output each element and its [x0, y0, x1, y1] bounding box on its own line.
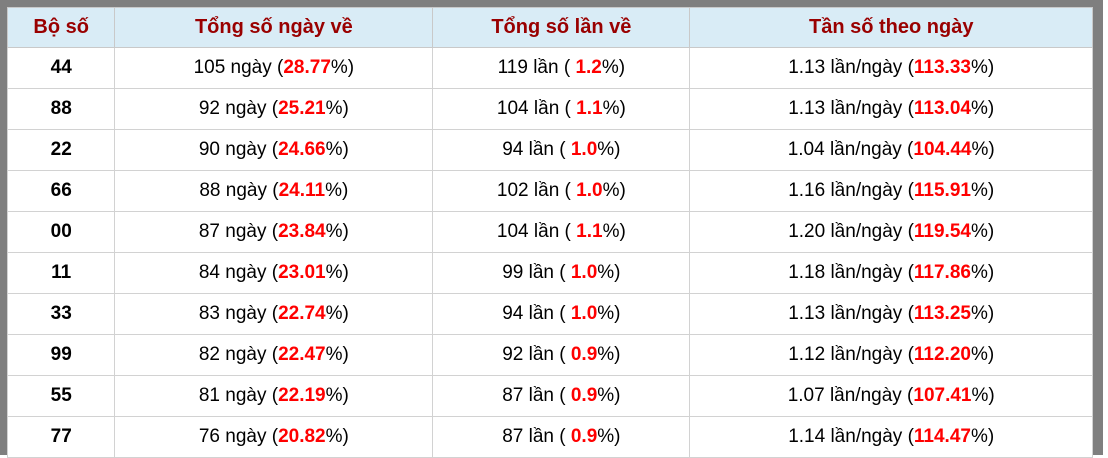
- days-percent-highlight: 28.77: [283, 57, 331, 78]
- days-percent-highlight: 23.01: [278, 262, 326, 283]
- freq-cell: 1.13 lần/ngày (113.04%): [689, 88, 1093, 130]
- column-header-days: Tổng số ngày về: [114, 7, 434, 48]
- freq-percent-highlight: 104.44: [913, 139, 972, 160]
- freq-percent-highlight: 107.41: [913, 385, 972, 406]
- times-percent-highlight: 1.0: [576, 180, 603, 201]
- table-row: 66 88 ngày (24.11%) 102 lần ( 1.0%) 1.16…: [6, 170, 1093, 212]
- table-row: 77 76 ngày (20.82%) 87 lần ( 0.9%) 1.14 …: [6, 416, 1093, 458]
- table-row: 88 92 ngày (25.21%) 104 lần ( 1.1%) 1.13…: [6, 88, 1093, 130]
- pair-cell: 66: [6, 170, 116, 212]
- table-row: 22 90 ngày (24.66%) 94 lần ( 1.0%) 1.04 …: [6, 129, 1093, 171]
- days-percent-highlight: 20.82: [278, 426, 326, 447]
- times-cell: 119 lần ( 1.2%): [432, 47, 691, 89]
- pair-cell: 44: [6, 47, 116, 89]
- days-cell: 105 ngày (28.77%): [114, 47, 434, 89]
- days-cell: 87 ngày (23.84%): [114, 211, 434, 253]
- days-cell: 82 ngày (22.47%): [114, 334, 434, 376]
- days-percent-highlight: 22.74: [278, 303, 326, 324]
- times-percent-highlight: 1.0: [570, 262, 598, 283]
- pair-cell: 00: [6, 211, 116, 253]
- pair-cell: 55: [6, 375, 116, 417]
- pair-cell: 77: [6, 416, 116, 458]
- days-cell: 81 ngày (22.19%): [114, 375, 434, 417]
- pair-cell: 11: [6, 252, 116, 294]
- table-row: 55 81 ngày (22.19%) 87 lần ( 0.9%) 1.07 …: [6, 375, 1093, 417]
- times-cell: 104 lần ( 1.1%): [432, 211, 691, 253]
- times-cell: 94 lần ( 1.0%): [432, 293, 691, 335]
- freq-cell: 1.16 lần/ngày (115.91%): [689, 170, 1093, 212]
- times-cell: 92 lần ( 0.9%): [432, 334, 691, 376]
- table-row: 44 105 ngày (28.77%) 119 lần ( 1.2%) 1.1…: [6, 47, 1093, 89]
- times-percent-highlight: 1.1: [576, 221, 603, 242]
- times-percent-highlight: 0.9: [570, 344, 598, 365]
- lottery-stats-table: Bộ số Tổng số ngày về Tổng số lần về Tần…: [6, 7, 1093, 458]
- days-percent-highlight: 22.19: [278, 385, 326, 406]
- freq-cell: 1.20 lần/ngày (119.54%): [689, 211, 1093, 253]
- freq-cell: 1.14 lần/ngày (114.47%): [689, 416, 1093, 458]
- times-percent-highlight: 1.1: [576, 98, 603, 119]
- days-cell: 90 ngày (24.66%): [114, 129, 434, 171]
- times-cell: 94 lần ( 1.0%): [432, 129, 691, 171]
- days-cell: 92 ngày (25.21%): [114, 88, 434, 130]
- times-percent-highlight: 0.9: [570, 385, 598, 406]
- freq-percent-highlight: 113.04: [913, 98, 971, 119]
- table-header: Bộ số Tổng số ngày về Tổng số lần về Tần…: [6, 7, 1093, 48]
- pair-cell: 33: [6, 293, 116, 335]
- column-header-pair: Bộ số: [6, 7, 116, 48]
- freq-percent-highlight: 114.47: [913, 426, 971, 447]
- days-cell: 76 ngày (20.82%): [114, 416, 434, 458]
- freq-cell: 1.07 lần/ngày (107.41%): [689, 375, 1093, 417]
- table-body: 44 105 ngày (28.77%) 119 lần ( 1.2%) 1.1…: [6, 47, 1093, 458]
- times-percent-highlight: 1.2: [575, 57, 602, 78]
- freq-cell: 1.04 lần/ngày (104.44%): [689, 129, 1093, 171]
- days-percent-highlight: 23.84: [278, 221, 326, 242]
- pair-cell: 88: [6, 88, 116, 130]
- table-row: 11 84 ngày (23.01%) 99 lần ( 1.0%) 1.18 …: [6, 252, 1093, 294]
- times-percent-highlight: 0.9: [570, 426, 598, 447]
- pair-cell: 22: [6, 129, 116, 171]
- days-percent-highlight: 24.66: [278, 139, 326, 160]
- column-header-times: Tổng số lần về: [432, 7, 691, 48]
- times-cell: 99 lần ( 1.0%): [432, 252, 691, 294]
- times-cell: 102 lần ( 1.0%): [432, 170, 691, 212]
- freq-percent-highlight: 117.86: [913, 262, 971, 283]
- times-cell: 104 lần ( 1.1%): [432, 88, 691, 130]
- times-cell: 87 lần ( 0.9%): [432, 375, 691, 417]
- freq-cell: 1.13 lần/ngày (113.33%): [689, 47, 1093, 89]
- days-cell: 83 ngày (22.74%): [114, 293, 434, 335]
- days-cell: 88 ngày (24.11%): [114, 170, 434, 212]
- freq-percent-highlight: 115.91: [913, 180, 971, 201]
- days-percent-highlight: 24.11: [278, 180, 326, 201]
- days-percent-highlight: 22.47: [278, 344, 326, 365]
- table-row: 00 87 ngày (23.84%) 104 lần ( 1.1%) 1.20…: [6, 211, 1093, 253]
- freq-cell: 1.13 lần/ngày (113.25%): [689, 293, 1093, 335]
- times-cell: 87 lần ( 0.9%): [432, 416, 691, 458]
- days-percent-highlight: 25.21: [278, 98, 326, 119]
- table-row: 99 82 ngày (22.47%) 92 lần ( 0.9%) 1.12 …: [6, 334, 1093, 376]
- column-header-freq: Tần số theo ngày: [689, 7, 1093, 48]
- times-percent-highlight: 1.0: [570, 303, 598, 324]
- pair-cell: 99: [6, 334, 116, 376]
- freq-percent-highlight: 113.33: [913, 57, 971, 78]
- freq-cell: 1.18 lần/ngày (117.86%): [689, 252, 1093, 294]
- freq-percent-highlight: 113.25: [913, 303, 971, 324]
- freq-percent-highlight: 112.20: [913, 344, 971, 365]
- days-cell: 84 ngày (23.01%): [114, 252, 434, 294]
- freq-cell: 1.12 lần/ngày (112.20%): [689, 334, 1093, 376]
- times-percent-highlight: 1.0: [570, 139, 598, 160]
- table-row: 33 83 ngày (22.74%) 94 lần ( 1.0%) 1.13 …: [6, 293, 1093, 335]
- freq-percent-highlight: 119.54: [913, 221, 971, 242]
